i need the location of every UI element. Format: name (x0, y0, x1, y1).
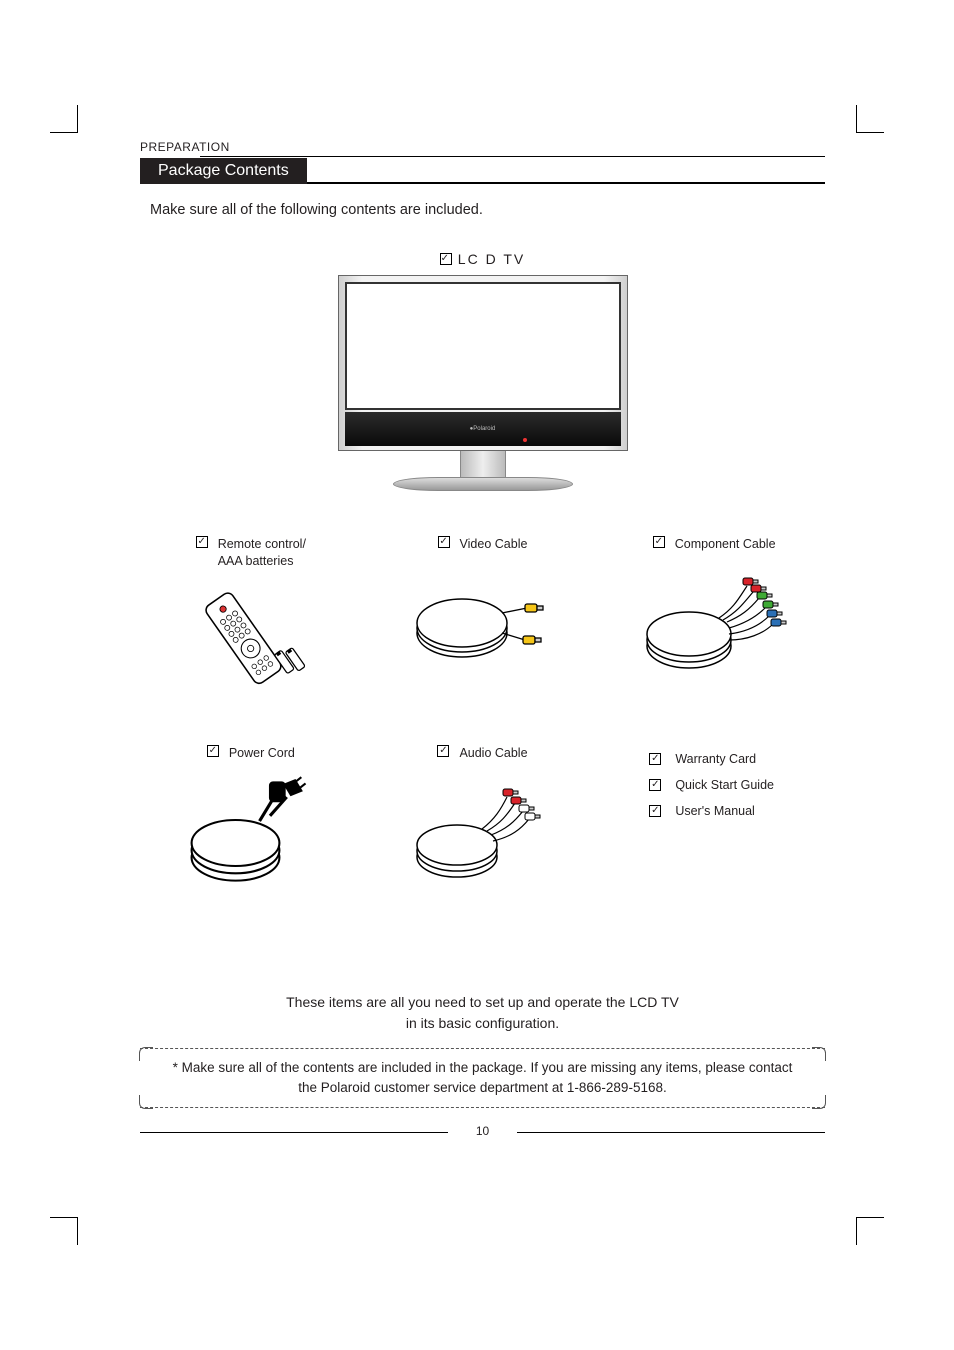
video-cable-illustration (372, 563, 594, 683)
item-label: Remote control/ AAA batteries (218, 536, 306, 570)
intro-text: Make sure all of the following contents … (150, 202, 825, 218)
checkbox-icon (207, 745, 219, 757)
doc-item: Warranty Card (649, 752, 825, 766)
section-heading-row: Package Contents (140, 158, 825, 184)
power-cord-illustration (140, 772, 362, 892)
lcd-tv-label: LC D TV (440, 251, 525, 267)
doc-item: User's Manual (649, 804, 825, 818)
item-audio-cable: Audio Cable (372, 740, 594, 892)
page-number: 10 (468, 1124, 497, 1138)
item-documents: Warranty Card Quick Start Guide User's M… (603, 740, 825, 892)
crop-mark (50, 1217, 78, 1245)
crop-mark (856, 105, 884, 133)
tv-brand-label: ●Polaroid (470, 426, 496, 432)
audio-cable-illustration (372, 772, 594, 892)
checkbox-icon (438, 536, 450, 548)
item-power-cord: Power Cord (140, 740, 362, 892)
item-label: Power Cord (229, 745, 295, 762)
lcd-tv-illustration: ●Polaroid (338, 275, 628, 491)
lcd-tv-block: LC D TV ●Polaroid (140, 248, 825, 491)
closing-line: These items are all you need to set up a… (140, 992, 825, 1013)
checkbox-icon (649, 805, 661, 817)
note-text: * Make sure all of the contents are incl… (173, 1060, 793, 1095)
item-component-cable: Component Cable (603, 531, 825, 700)
doc-item: Quick Start Guide (649, 778, 825, 792)
page-content: PREPARATION Package Contents Make sure a… (140, 140, 825, 1140)
checkbox-icon (653, 536, 665, 548)
item-label: Component Cable (675, 536, 776, 553)
remote-illustration (140, 580, 362, 700)
doc-label: Quick Start Guide (675, 778, 774, 792)
note-box: * Make sure all of the contents are incl… (140, 1048, 825, 1109)
component-cable-illustration (603, 563, 825, 683)
doc-label: User's Manual (675, 804, 755, 818)
checkbox-icon (437, 745, 449, 757)
chapter-rule (200, 156, 825, 157)
page-footer: 10 (140, 1124, 825, 1140)
closing-line: in its basic configuration. (140, 1013, 825, 1034)
closing-text: These items are all you need to set up a… (140, 992, 825, 1034)
checkbox-icon (440, 253, 452, 265)
item-label: Video Cable (460, 536, 528, 553)
crop-mark (856, 1217, 884, 1245)
accessories-grid: Remote control/ AAA batteries (140, 531, 825, 892)
chapter-heading: PREPARATION (140, 140, 825, 154)
section-title: Package Contents (140, 158, 307, 184)
crop-mark (50, 105, 78, 133)
checkbox-icon (649, 753, 661, 765)
checkbox-icon (196, 536, 208, 548)
doc-label: Warranty Card (675, 752, 756, 766)
item-remote: Remote control/ AAA batteries (140, 531, 362, 700)
checkbox-icon (649, 779, 661, 791)
item-label: Audio Cable (459, 745, 527, 762)
item-video-cable: Video Cable (372, 531, 594, 700)
lcd-tv-text: LC D TV (458, 251, 525, 267)
